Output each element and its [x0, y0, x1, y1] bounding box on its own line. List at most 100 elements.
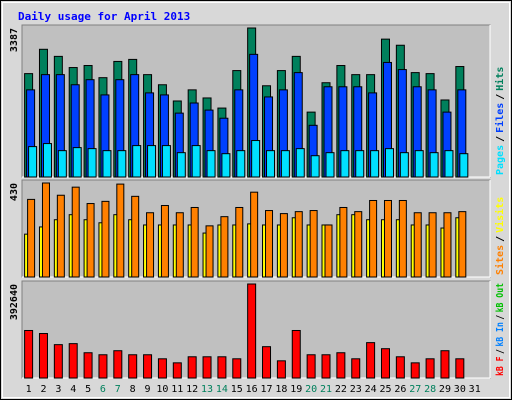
bar — [399, 152, 409, 178]
chart-title: Daily usage for April 2013 — [18, 10, 190, 23]
legend-separator: / — [495, 236, 506, 242]
bar — [366, 342, 376, 379]
legend-separator: / — [495, 136, 506, 142]
x-tick-label: 20 — [305, 384, 317, 395]
bar — [236, 150, 246, 178]
legend-separator: / — [495, 94, 506, 100]
x-tick-label: 6 — [100, 384, 106, 395]
x-tick-label: 2 — [40, 384, 46, 395]
bar — [71, 186, 80, 278]
bar — [68, 343, 78, 379]
legend-item: Files — [494, 103, 506, 133]
bar — [384, 148, 394, 178]
x-tick-label: 5 — [85, 384, 91, 395]
x-tick-label: 8 — [130, 384, 136, 395]
bar — [395, 356, 405, 379]
bar — [83, 352, 93, 379]
bar — [160, 205, 169, 278]
bar — [459, 153, 469, 178]
bar — [336, 352, 346, 379]
bar — [265, 210, 274, 278]
bar — [279, 213, 288, 278]
bar — [86, 203, 95, 278]
x-tick-label: 22 — [335, 384, 347, 395]
x-tick-label: 4 — [70, 384, 76, 395]
x-tick-label: 31 — [469, 384, 481, 395]
x-tick-label: 7 — [115, 384, 121, 395]
bar — [294, 211, 303, 278]
bar — [56, 194, 65, 278]
bar — [455, 358, 465, 379]
x-tick-label: 18 — [275, 384, 287, 395]
bar — [98, 354, 108, 379]
bar — [235, 206, 244, 278]
bar — [113, 350, 123, 379]
bar — [176, 152, 186, 178]
bar — [251, 140, 261, 178]
bar — [128, 354, 138, 379]
bar — [444, 150, 454, 178]
bar — [220, 216, 229, 278]
y-tick-label: 392640 — [9, 284, 20, 320]
bar — [354, 211, 363, 278]
bar — [172, 362, 182, 379]
bar — [102, 150, 112, 178]
bar — [191, 145, 201, 178]
bar — [24, 329, 34, 379]
legend-item: kB Out — [495, 283, 506, 312]
bar — [321, 354, 331, 379]
legend-separator: / — [495, 349, 506, 354]
bar — [146, 212, 155, 278]
bar — [131, 195, 140, 278]
bar — [295, 148, 305, 178]
bar — [187, 356, 197, 379]
bar — [443, 212, 452, 278]
bar — [161, 145, 171, 178]
bar — [41, 182, 50, 278]
bar — [398, 199, 407, 278]
bar — [309, 210, 318, 278]
legend-item: Hits — [494, 67, 506, 91]
bar — [206, 150, 216, 178]
bar — [355, 150, 365, 178]
x-tick-label: 16 — [246, 384, 258, 395]
bar — [87, 148, 97, 178]
bar — [324, 224, 333, 278]
bar — [28, 146, 38, 178]
bar — [157, 358, 167, 379]
bar — [306, 354, 316, 379]
bar — [339, 206, 348, 278]
x-tick-label: 26 — [394, 384, 406, 395]
bar — [247, 283, 257, 379]
x-tick-label: 28 — [424, 384, 436, 395]
bar — [458, 211, 467, 278]
bar — [266, 150, 276, 178]
bar — [27, 198, 36, 278]
x-tick-label: 30 — [454, 384, 466, 395]
x-tick-label: 11 — [171, 384, 183, 395]
bar — [440, 350, 450, 379]
legend-item: kB F — [495, 356, 506, 376]
bar — [280, 150, 290, 178]
bar — [175, 212, 184, 278]
bar — [72, 147, 82, 178]
bar — [428, 212, 437, 278]
legend: kB F / kB In / kB Out — [495, 283, 506, 376]
bar — [116, 183, 125, 278]
bar — [276, 360, 286, 379]
bar — [262, 346, 272, 379]
bar — [42, 143, 52, 178]
bar — [38, 333, 48, 379]
legend-item: Pages — [495, 145, 506, 175]
x-tick-label: 14 — [216, 384, 228, 395]
x-tick-label: 23 — [350, 384, 362, 395]
bar — [351, 358, 361, 379]
x-tick-label: 13 — [201, 384, 213, 395]
bar — [310, 155, 320, 178]
bar — [202, 356, 212, 379]
y-tick-label: 3387 — [9, 28, 20, 52]
x-tick-label: 15 — [231, 384, 243, 395]
bar — [380, 348, 390, 379]
bar — [221, 153, 231, 178]
